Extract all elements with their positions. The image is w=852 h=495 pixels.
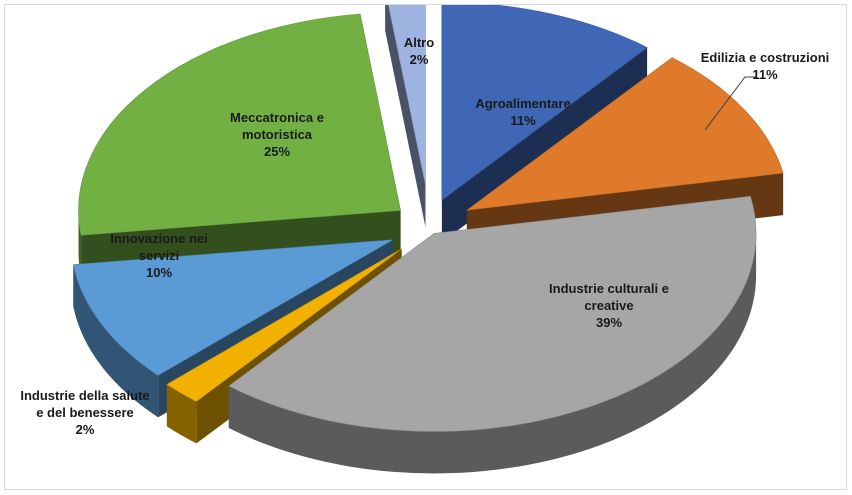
slice-label-2: Industrie culturali e creative 39% (549, 281, 669, 330)
slice-top (441, 5, 648, 201)
slice-label-3: Industrie della salute e del benessere 2% (20, 388, 149, 437)
slice-wall (385, 5, 426, 228)
slice-label-0: Agroalimentare 11% (475, 96, 570, 128)
slice-top (78, 13, 401, 236)
slice-side (228, 233, 757, 474)
slice-top (72, 239, 393, 376)
slice-top (166, 248, 402, 402)
pie-slice-2 (228, 196, 757, 474)
slice-label-6: Altro 2% (404, 35, 434, 67)
slice-top (465, 57, 784, 211)
slice-label-5: Meccatronica e motoristica 25% (230, 110, 324, 159)
chart-frame: Agroalimentare 11% Edilizia e costruzioni 1… (4, 4, 847, 490)
slice-top (228, 196, 757, 432)
pie-slice-6 (385, 5, 426, 228)
slice-label-1: Edilizia e costruzioni 11% (701, 50, 830, 82)
slice-wall (166, 248, 402, 427)
pie-chart: Agroalimentare 11% Edilizia e costruzioni 1… (20, 5, 830, 474)
slice-top (388, 5, 426, 186)
slice-label-4: Innovazione nei servizi 10% (110, 231, 208, 280)
leader-line (704, 76, 757, 131)
slice-side (78, 210, 82, 278)
slice-side (166, 384, 197, 444)
